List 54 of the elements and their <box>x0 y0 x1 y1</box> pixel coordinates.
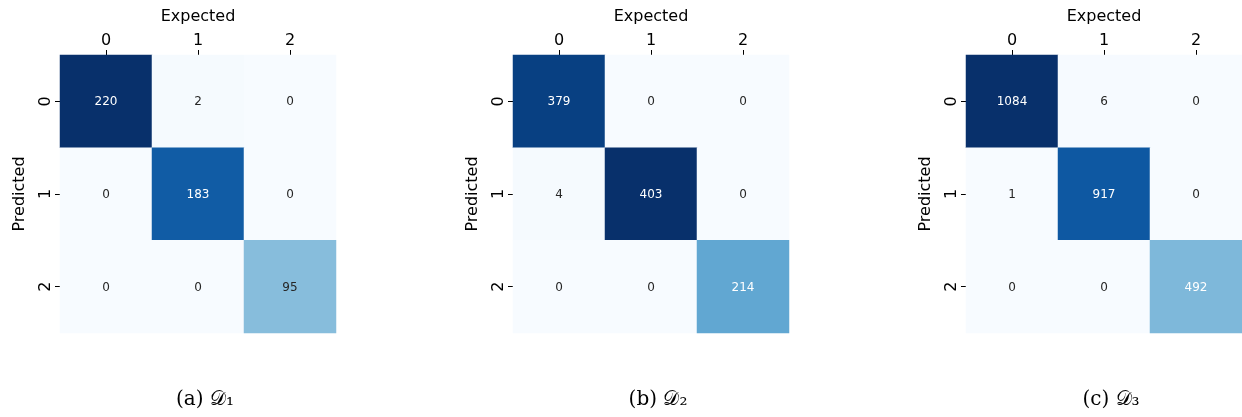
data-label: 0 <box>1008 279 1016 294</box>
data-label: 6 <box>1100 94 1108 109</box>
data-label: 0 <box>647 279 655 294</box>
x-tick-label: 0 <box>553 29 565 49</box>
data-label: 0 <box>739 187 747 201</box>
data-label: 183 <box>186 187 210 201</box>
y-axis-title: Predicted <box>461 156 481 232</box>
data-label: 0 <box>286 94 294 109</box>
text: (a) 𝒟₁ <box>176 386 234 410</box>
data-label: 0 <box>1192 187 1200 201</box>
x-tick-label: 0 <box>100 29 112 49</box>
x-axis-title: Expected <box>160 5 236 25</box>
y-tick-label: 2 <box>34 281 54 292</box>
x-tick-label: 1 <box>645 29 657 49</box>
data-label: 2 <box>194 94 202 109</box>
data-label: 0 <box>555 279 563 294</box>
y-tick-label: 0 <box>487 96 507 107</box>
data-label: 1084 <box>996 94 1028 109</box>
data-label: 0 <box>102 187 110 201</box>
x-tick-label: 1 <box>192 29 204 49</box>
data-label: 0 <box>102 279 110 294</box>
y-tick-label: 1 <box>34 188 54 200</box>
text: (b) 𝒟₂ <box>628 386 688 410</box>
data-label: 0 <box>1192 94 1200 109</box>
data-label: 403 <box>639 187 663 201</box>
data-label: 0 <box>1100 279 1108 294</box>
x-tick-label: 0 <box>1006 29 1018 49</box>
data-label: 917 <box>1092 187 1116 201</box>
y-tick-label: 1 <box>487 188 507 200</box>
data-label: 0 <box>194 279 202 294</box>
y-axis-title: Predicted <box>914 156 934 232</box>
data-label: 1 <box>1008 187 1016 201</box>
data-label: 220 <box>94 94 118 109</box>
x-tick-label: 1 <box>1098 29 1110 49</box>
y-tick-label: 2 <box>487 281 507 292</box>
y-axis-title: Predicted <box>8 156 28 232</box>
data-label: 214 <box>731 279 755 294</box>
x-tick-label: 2 <box>284 29 296 49</box>
data-label: 492 <box>1184 279 1208 294</box>
data-label: 0 <box>647 94 655 109</box>
y-tick-label: 0 <box>940 96 960 107</box>
data-label: 4 <box>555 187 563 201</box>
y-tick-label: 1 <box>940 188 960 200</box>
data-label: 379 <box>547 94 571 109</box>
x-tick-label: 2 <box>737 29 749 49</box>
data-label: 0 <box>739 94 747 109</box>
data-label: 95 <box>282 279 298 294</box>
x-tick-label: 2 <box>1190 29 1202 49</box>
y-tick-label: 2 <box>940 281 960 292</box>
data-label: 0 <box>286 187 294 201</box>
text: (c) 𝒟₃ <box>1082 386 1140 410</box>
x-axis-title: Expected <box>613 5 689 25</box>
y-tick-label: 0 <box>34 96 54 107</box>
x-axis-title: Expected <box>1066 5 1142 25</box>
